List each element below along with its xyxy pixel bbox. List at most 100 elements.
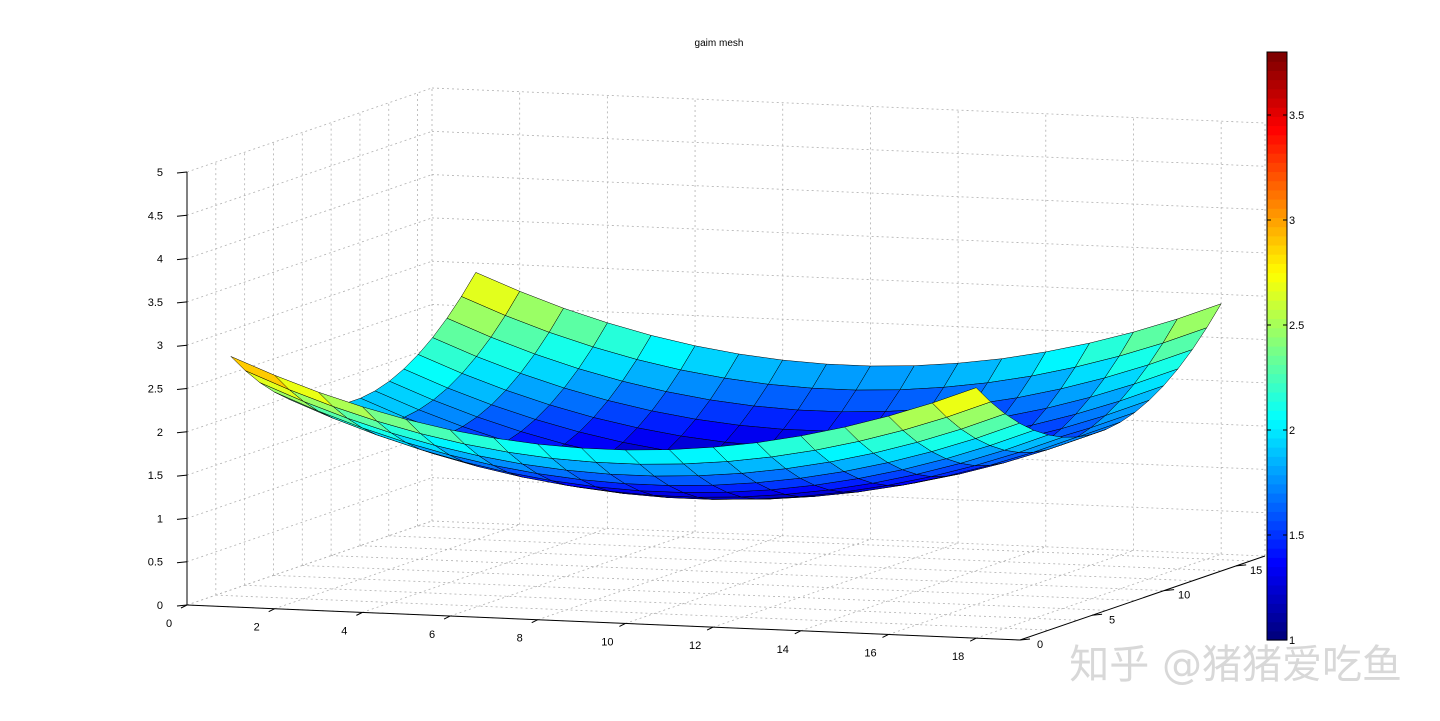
colorbar-band (1267, 594, 1287, 604)
colorbar-band (1267, 437, 1287, 448)
colorbar-band (1267, 391, 1287, 402)
z-tick-label: 1 (157, 513, 163, 525)
colorbar-tick-label: 2 (1289, 425, 1295, 437)
colorbar-band (1267, 483, 1287, 494)
x-tick-mark (180, 604, 188, 609)
colorbar-band (1267, 529, 1287, 540)
z-tick-mark (176, 517, 188, 520)
y-tick-mark (1092, 613, 1103, 616)
colorbar-band (1267, 226, 1287, 237)
z-tick-label: 0.5 (148, 557, 163, 569)
x-tick-label: 2 (254, 622, 260, 634)
colorbar: 1 1.5 2 2.5 3 3.5 (1266, 51, 1304, 647)
axis-ticks: 0 0.5 1 1.5 2 2.5 3 3.5 4 4.5 5 0 2 4 6 8 10 12 14 16 18 0 5 10… (148, 167, 1266, 663)
chart-title: gaim mesh (695, 38, 744, 49)
x-tick-mark (356, 611, 363, 616)
colorbar-band (1267, 410, 1287, 421)
colorbar-band (1267, 153, 1287, 163)
x-tick-mark (531, 619, 538, 624)
colorbar-band (1267, 603, 1287, 614)
colorbar-band (1267, 272, 1287, 283)
z-tick-mark (176, 561, 188, 564)
y-tick-label: 0 (1037, 639, 1043, 651)
colorbar-band (1267, 557, 1287, 568)
z-tick-mark (176, 474, 188, 477)
colorbar-band (1267, 244, 1287, 255)
z-tick-label: 2.5 (148, 384, 163, 396)
colorbar-band (1267, 171, 1287, 182)
z-tick-mark (176, 431, 188, 434)
x-tick-label: 14 (777, 644, 789, 656)
colorbar-band (1267, 107, 1287, 117)
x-tick-mark (268, 608, 275, 613)
y-tick-mark (1019, 638, 1031, 641)
z-tick-label: 2 (157, 427, 163, 439)
colorbar-band (1267, 134, 1287, 145)
x-tick-mark (969, 637, 977, 642)
colorbar-band (1267, 254, 1287, 264)
surface-face-16-0 (931, 387, 992, 418)
colorbar-band (1267, 474, 1287, 485)
y-axis-line (1019, 555, 1266, 641)
x-tick-label: 18 (952, 651, 964, 663)
z-tick-label: 5 (157, 167, 163, 179)
colorbar-band (1267, 575, 1287, 586)
surface-face-0-0 (230, 356, 290, 390)
colorbar-band (1267, 428, 1287, 439)
colorbar-band (1267, 52, 1287, 62)
colorbar-band (1267, 290, 1287, 301)
colorbar-band (1267, 97, 1287, 108)
colorbar-band (1267, 548, 1287, 558)
x-tick-mark (706, 626, 714, 631)
z-tick-label: 4 (157, 254, 163, 266)
colorbar-tick-label: 1 (1289, 635, 1295, 647)
x-tick-label: 10 (601, 636, 613, 648)
colorbar-band (1267, 88, 1287, 99)
z-tick-label: 4.5 (148, 210, 163, 222)
colorbar-band (1267, 630, 1287, 641)
colorbar-tick-label: 3 (1289, 215, 1295, 227)
colorbar-band (1267, 584, 1287, 595)
colorbar-band (1267, 189, 1287, 200)
z-tick-label: 3 (157, 340, 163, 352)
colorbar-band (1267, 612, 1287, 623)
colorbar-band (1267, 199, 1287, 209)
watermark: 知乎 @猪猪爱吃鱼 (1069, 642, 1402, 688)
y-tick-label: 10 (1178, 590, 1190, 602)
z-tick-mark (176, 214, 188, 217)
colorbar-band (1267, 346, 1287, 356)
z-tick-mark (176, 604, 188, 607)
colorbar-band (1267, 116, 1287, 127)
colorbar-band (1267, 61, 1287, 71)
z-tick-label: 0 (157, 600, 163, 612)
colorbar-band (1267, 309, 1287, 320)
colorbar-band (1267, 300, 1287, 310)
colorbar-band (1267, 281, 1287, 292)
x-tick-label: 6 (429, 629, 435, 641)
x-tick-label: 0 (166, 618, 172, 630)
z-tick-mark (176, 388, 188, 390)
colorbar-band (1267, 70, 1287, 81)
z-tick-mark (176, 258, 188, 261)
colorbar-band (1267, 336, 1287, 347)
colorbar-band (1267, 180, 1287, 191)
x-tick-label: 16 (864, 647, 876, 659)
x-tick-label: 12 (689, 640, 701, 652)
y-tick-mark (1236, 564, 1247, 567)
colorbar-band (1267, 235, 1287, 246)
colorbar-band (1267, 502, 1287, 512)
z-tick-mark (176, 301, 188, 304)
colorbar-band (1267, 621, 1287, 632)
surface-plot (230, 272, 1222, 500)
colorbar-frame (1266, 51, 1288, 641)
colorbar-band (1267, 318, 1287, 329)
x-tick-label: 4 (341, 625, 347, 637)
colorbar-band (1267, 419, 1287, 430)
colorbar-band (1267, 566, 1287, 577)
colorbar-band (1267, 364, 1287, 375)
colorbar-band (1267, 162, 1287, 173)
y-tick-label: 15 (1250, 565, 1262, 577)
colorbar-band (1267, 208, 1287, 218)
colorbar-band (1267, 520, 1287, 531)
colorbar-band (1267, 263, 1287, 274)
